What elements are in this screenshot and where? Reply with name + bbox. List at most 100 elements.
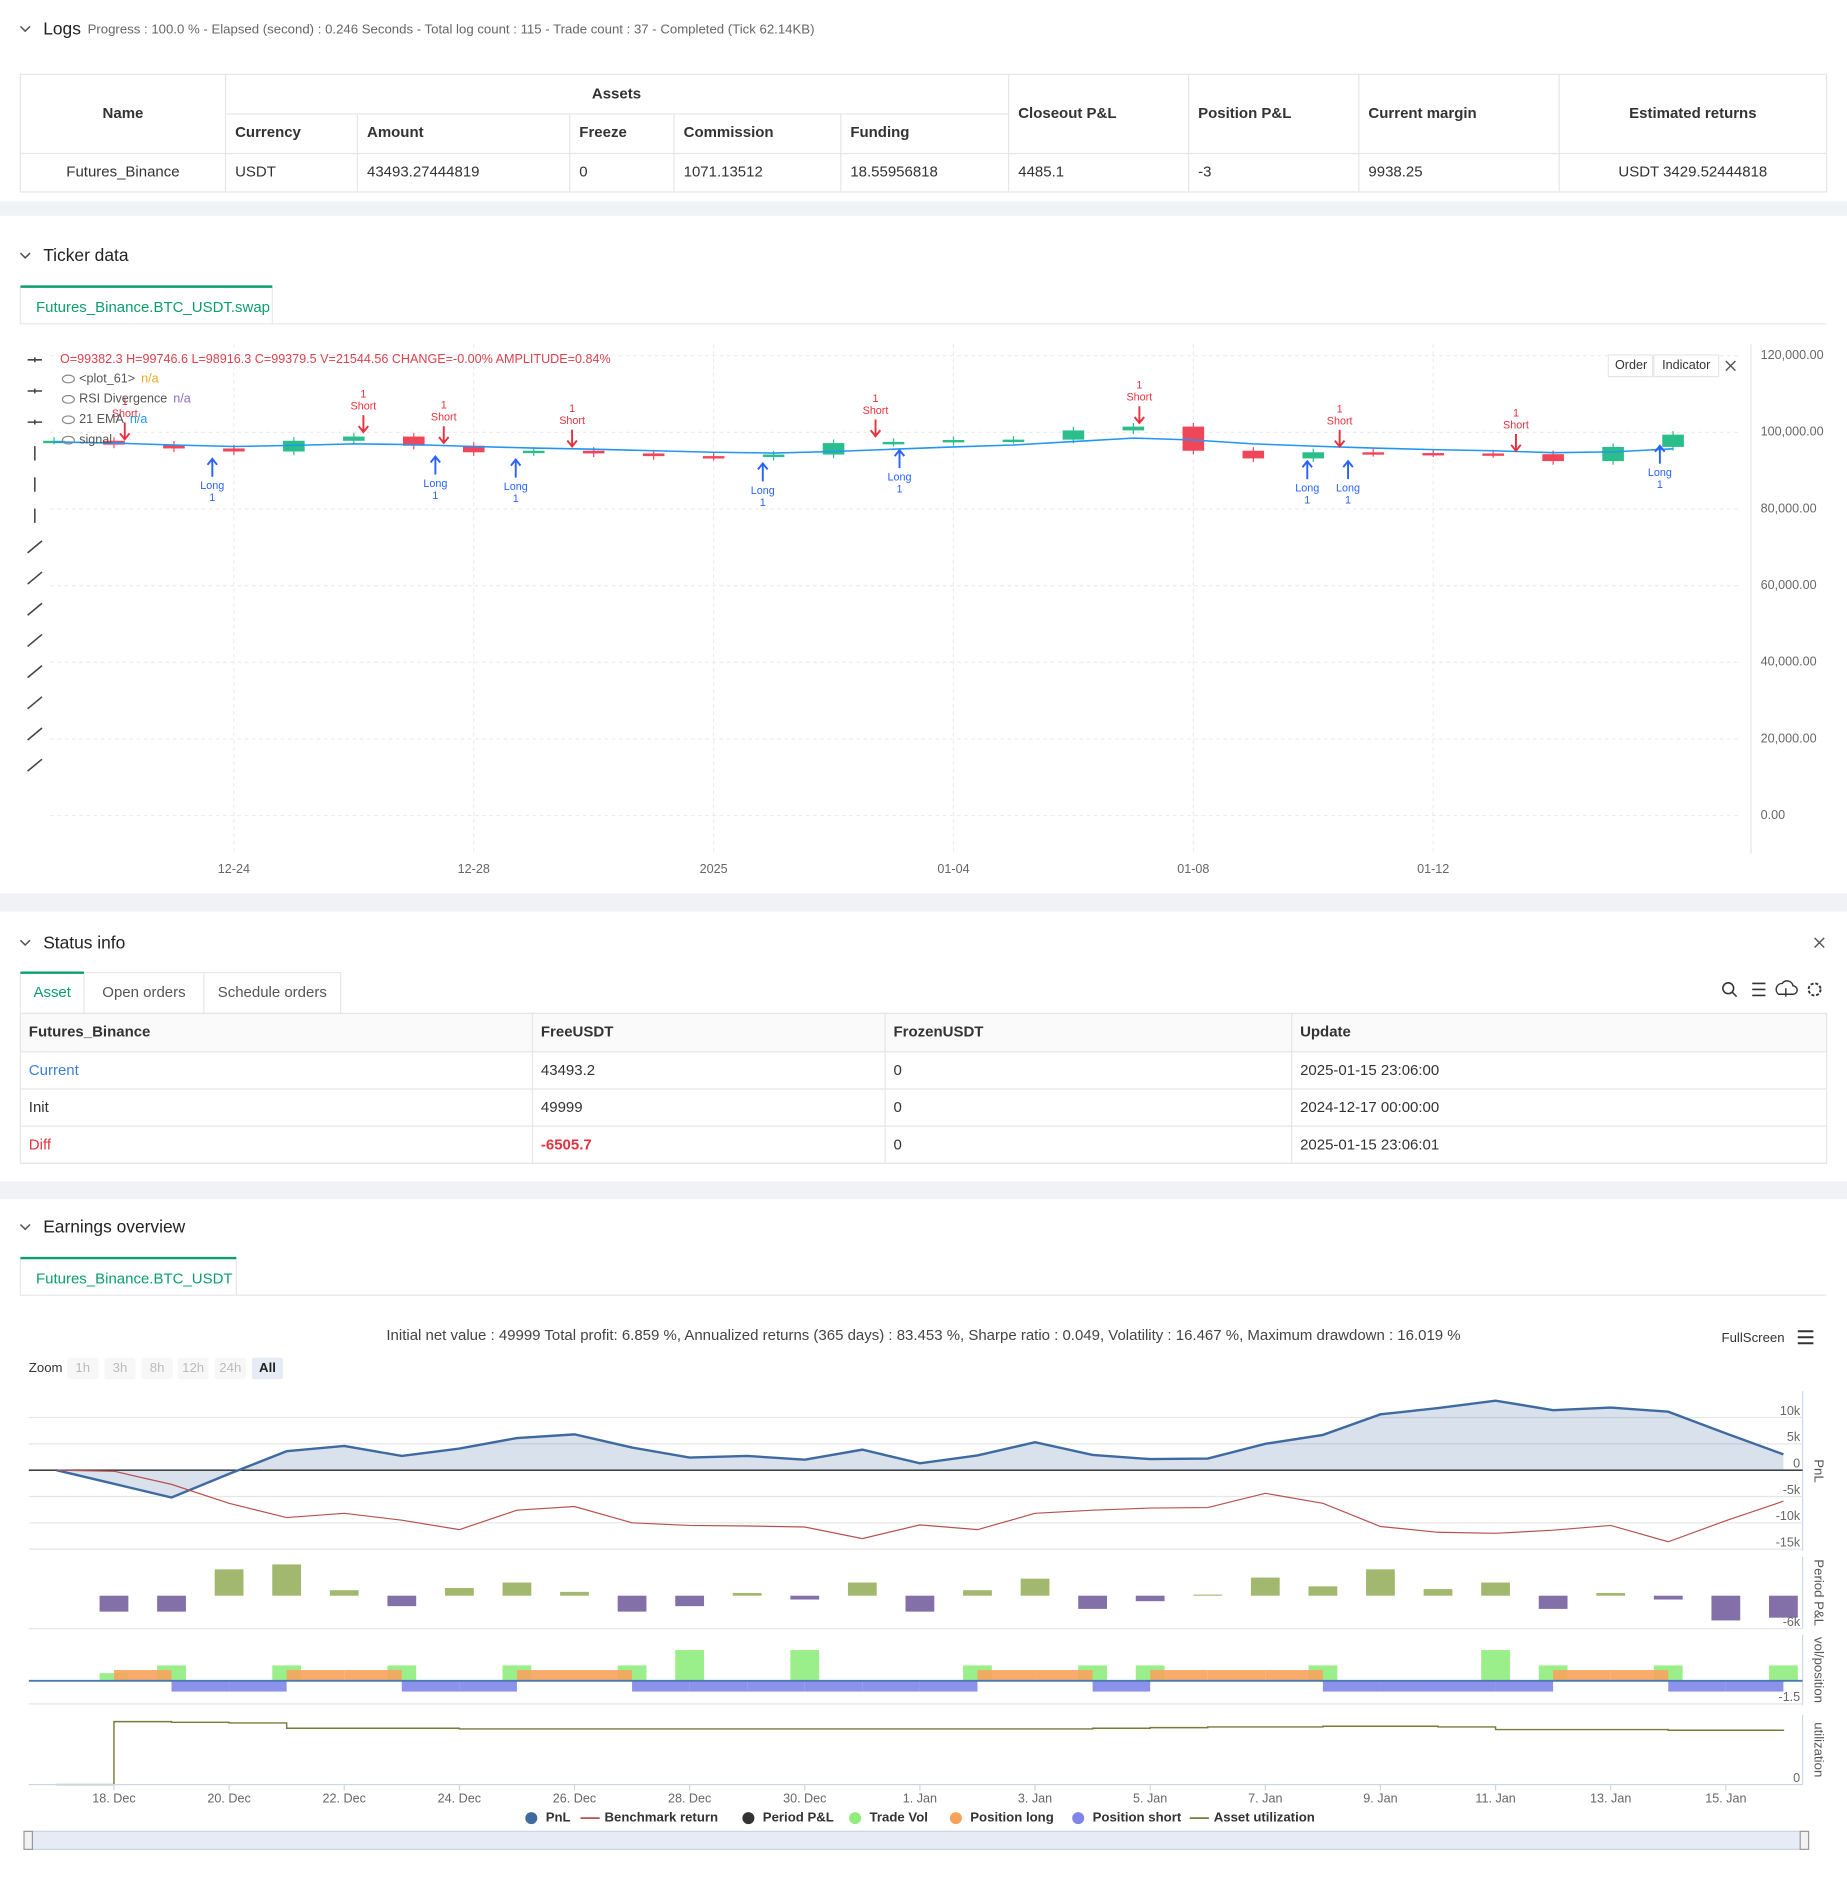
visibility-icon[interactable] xyxy=(61,415,75,425)
visibility-icon[interactable] xyxy=(61,435,75,445)
zoom-option[interactable]: 24h xyxy=(219,1360,241,1375)
menu-icon[interactable] xyxy=(1797,1330,1814,1345)
tool-icon[interactable] xyxy=(27,540,43,554)
table-cell: USDT 3429.52444818 xyxy=(1618,164,1767,181)
list-icon[interactable] xyxy=(1752,982,1766,997)
legend-label[interactable]: Benchmark return xyxy=(604,1810,718,1825)
tool-icon[interactable] xyxy=(27,571,43,585)
legend-label[interactable]: Position short xyxy=(1093,1810,1182,1825)
legend-label[interactable]: Trade Vol xyxy=(870,1810,928,1825)
signal-label: Long xyxy=(751,485,775,497)
collapse-icon[interactable] xyxy=(19,25,31,33)
legend-value: n/a xyxy=(141,371,158,385)
table-header: Futures_Binance xyxy=(29,1024,151,1041)
zoom-button[interactable] xyxy=(214,1357,246,1380)
bar xyxy=(1596,1592,1626,1596)
signal-arrow xyxy=(438,426,450,445)
legend-label[interactable]: Asset utilization xyxy=(1214,1810,1315,1825)
tool-icon[interactable] xyxy=(27,602,43,616)
expand-icon[interactable] xyxy=(1814,937,1825,948)
zoom-option[interactable]: 8h xyxy=(150,1360,165,1375)
y-tick-label: -6k xyxy=(1783,1615,1801,1629)
x-tick-label: 12-24 xyxy=(218,862,250,876)
tab-label[interactable]: Asset xyxy=(33,984,71,1001)
zoom-button[interactable] xyxy=(251,1357,284,1380)
button[interactable] xyxy=(1653,354,1720,378)
table-cell: 49999 xyxy=(541,1099,583,1116)
signal-arrow xyxy=(119,422,131,441)
navigator[interactable] xyxy=(28,1830,1805,1850)
zoom-option[interactable]: All xyxy=(259,1360,276,1375)
signal-arrow xyxy=(206,457,218,477)
legend-value: n/a xyxy=(173,392,191,406)
table-cell: 9938.25 xyxy=(1368,164,1422,181)
tab[interactable] xyxy=(19,286,273,325)
search-icon[interactable] xyxy=(1722,982,1735,995)
bar xyxy=(1035,1670,1093,1681)
tab[interactable] xyxy=(19,1257,237,1296)
tab[interactable] xyxy=(83,972,205,1015)
zoom-button[interactable] xyxy=(177,1357,209,1380)
settings-icon[interactable] xyxy=(1807,982,1822,997)
legend-symbol[interactable] xyxy=(1072,1812,1085,1825)
separator xyxy=(0,1181,1847,1200)
x-tick-label: 30. Dec xyxy=(783,1791,826,1805)
navigator-handle[interactable] xyxy=(1799,1830,1810,1850)
candle xyxy=(1182,426,1205,451)
bar xyxy=(1711,1595,1741,1621)
legend-symbol[interactable] xyxy=(742,1812,755,1825)
zoom-button[interactable] xyxy=(104,1357,136,1380)
candle xyxy=(1482,453,1504,456)
search-icon[interactable] xyxy=(1731,991,1738,998)
zoom-option[interactable]: 12h xyxy=(182,1360,204,1375)
legend-label[interactable]: Position long xyxy=(970,1810,1054,1825)
tab-label[interactable]: Open orders xyxy=(102,984,185,1001)
visibility-icon[interactable] xyxy=(61,374,75,384)
bar xyxy=(516,1670,575,1681)
legend-symbol[interactable] xyxy=(525,1812,538,1825)
tool-icon[interactable] xyxy=(27,665,43,679)
navigator-handle[interactable] xyxy=(23,1830,34,1850)
table-header: Assets xyxy=(592,86,641,103)
bar xyxy=(1438,1680,1496,1692)
tool-icon[interactable] xyxy=(27,727,43,741)
button-label[interactable]: Indicator xyxy=(1662,358,1710,372)
table-border xyxy=(19,1012,1828,1164)
signal-qty: 1 xyxy=(1657,479,1663,491)
tool-icon[interactable] xyxy=(27,357,43,363)
y-tick-label: 0 xyxy=(1793,1771,1800,1785)
download-icon[interactable] xyxy=(1775,980,1798,997)
legend-label[interactable]: Period P&L xyxy=(763,1810,834,1825)
x-tick-label: 1. Jan xyxy=(903,1791,937,1805)
bar xyxy=(171,1680,230,1692)
zoom-button[interactable] xyxy=(67,1357,99,1380)
tool-icon[interactable] xyxy=(27,388,43,394)
collapse-icon[interactable] xyxy=(19,1223,31,1231)
zoom-button[interactable] xyxy=(141,1357,173,1380)
y-tick-label: 60,000.00 xyxy=(1761,578,1817,592)
button[interactable] xyxy=(1607,354,1654,378)
tool-icon[interactable] xyxy=(27,696,43,710)
button-label[interactable]: Order xyxy=(1615,358,1647,372)
visibility-icon[interactable] xyxy=(61,394,75,404)
legend-symbol[interactable] xyxy=(949,1812,962,1825)
tab[interactable] xyxy=(203,972,342,1015)
tool-icon[interactable] xyxy=(27,758,43,772)
zoom-option[interactable]: 3h xyxy=(113,1360,128,1375)
legend-symbol[interactable] xyxy=(849,1812,862,1825)
tool-icon[interactable] xyxy=(27,633,43,648)
zoom-option[interactable]: 1h xyxy=(75,1360,90,1375)
signal-label: Short xyxy=(431,412,457,424)
legend-label: 21 EMA xyxy=(79,412,124,426)
fullscreen-button[interactable]: FullScreen xyxy=(1722,1330,1785,1345)
collapse-icon[interactable] xyxy=(19,252,31,259)
tool-icon[interactable] xyxy=(27,419,43,425)
tab-label[interactable]: Futures_Binance.BTC_USDT.swap xyxy=(36,299,270,316)
tab-label[interactable]: Schedule orders xyxy=(218,984,327,1001)
tab-label[interactable]: Futures_Binance.BTC_USDT xyxy=(36,1271,233,1288)
collapse-icon[interactable] xyxy=(19,939,31,947)
legend-label[interactable]: PnL xyxy=(546,1810,571,1825)
expand-icon[interactable] xyxy=(1725,360,1736,372)
candle xyxy=(1302,452,1325,459)
y-tick-label: -1.5 xyxy=(1779,1690,1801,1704)
